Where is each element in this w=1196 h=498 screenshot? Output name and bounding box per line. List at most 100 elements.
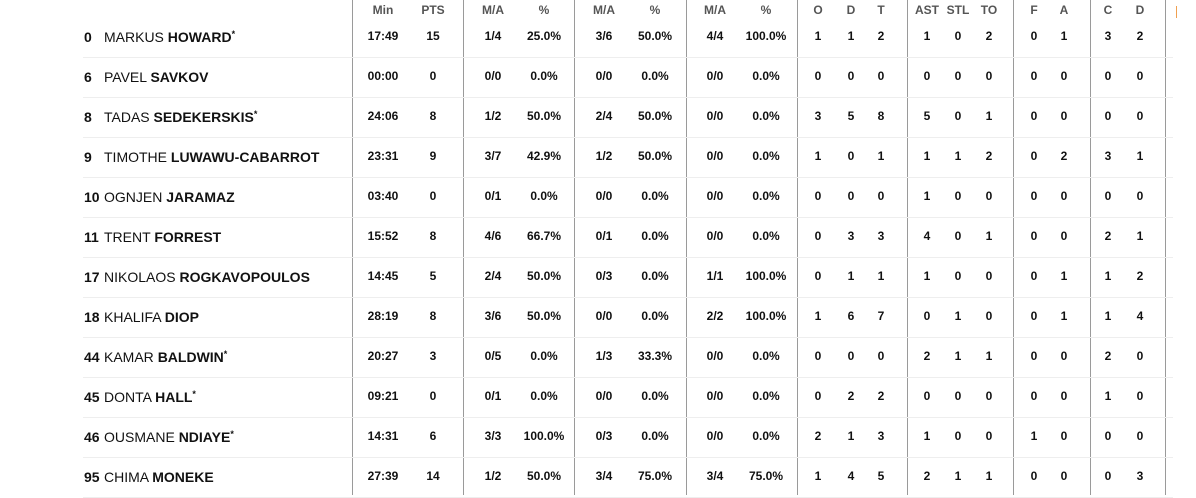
starter-mark: * [223, 349, 228, 359]
stat-ft-pct: 0.0% [752, 189, 780, 203]
stat-steals: 0 [954, 429, 962, 443]
table-row: 6 PAVEL SAVKOV [83, 57, 1173, 98]
stat-2pt-pct: 42.9% [526, 149, 562, 163]
stat-2pt-pct: 50.0% [526, 309, 562, 323]
stat-fouls-received: 0 [1060, 349, 1068, 363]
stat-fouls-received: 0 [1060, 69, 1068, 83]
stat-fouls-committed: 0 [1030, 29, 1038, 43]
player-name-link[interactable]: TRENT FORREST [104, 229, 221, 245]
column-divider [1165, 0, 1166, 495]
stat-blocks-committed: 1 [1104, 389, 1112, 403]
stat-off-rebounds: 0 [814, 349, 822, 363]
player-name-link[interactable]: DONTA HALL* [104, 389, 196, 405]
player-name-link[interactable]: OUSMANE NDIAYE* [104, 429, 234, 445]
header-turnovers[interactable]: TO [980, 3, 998, 17]
player-name-link[interactable]: NIKOLAOS ROGKAVOPOULOS [104, 269, 310, 285]
player-number: 11 [84, 229, 99, 245]
column-divider [352, 0, 353, 495]
header-ft-made-attempted[interactable]: M/A [704, 3, 726, 17]
stat-turnovers: 0 [985, 269, 993, 283]
starter-mark: * [192, 389, 196, 399]
player-number: 10 [84, 189, 100, 205]
stat-turnovers: 1 [985, 109, 993, 123]
player-last-name: ROGKAVOPOULOS [179, 269, 310, 285]
stat-2pt-made-attempted: 1/4 [484, 29, 502, 43]
stat-3pt-made-attempted: 3/4 [595, 469, 613, 483]
column-divider [907, 0, 908, 495]
stat-3pt-pct: 0.0% [641, 229, 669, 243]
stat-fouls-committed: 1 [1030, 429, 1038, 443]
table-row: 18 KHALIFA DIOP [83, 297, 1173, 338]
player-name-link[interactable]: KHALIFA DIOP [104, 309, 199, 325]
header-fouls-committed[interactable]: F [1030, 3, 1038, 17]
player-name-link[interactable]: TADAS SEDEKERSKIS* [104, 109, 257, 125]
stat-2pt-pct: 0.0% [530, 69, 558, 83]
stat-off-rebounds: 1 [814, 309, 822, 323]
stat-fouls-committed: 0 [1030, 389, 1038, 403]
stat-total-rebounds: 3 [877, 429, 885, 443]
stat-blocks-received: 0 [1136, 69, 1144, 83]
player-last-name: FORREST [154, 229, 222, 245]
stat-blocks-committed: 1 [1104, 269, 1112, 283]
stat-off-rebounds: 0 [814, 189, 822, 203]
stat-blocks-committed: 3 [1104, 149, 1112, 163]
stat-minutes: 17:49 [367, 29, 399, 43]
stat-off-rebounds: 0 [814, 269, 822, 283]
stat-2pt-made-attempted: 2/4 [484, 269, 502, 283]
stat-def-rebounds: 4 [847, 469, 855, 483]
stat-ft-made-attempted: 1/1 [706, 269, 724, 283]
stat-3pt-pct: 50.0% [637, 29, 673, 43]
stat-ft-made-attempted: 2/2 [706, 309, 724, 323]
stat-ft-pct: 75.0% [748, 469, 784, 483]
player-name-link[interactable]: TIMOTHE LUWAWU-CABARROT [104, 149, 319, 165]
player-first-name: PAVEL [104, 69, 147, 85]
stat-3pt-made-attempted: 3/6 [595, 29, 613, 43]
stat-3pt-made-attempted: 1/3 [595, 349, 613, 363]
header-assists[interactable]: AST [915, 3, 939, 17]
stat-ft-pct: 100.0% [745, 309, 787, 323]
stat-fouls-committed: 0 [1030, 269, 1038, 283]
stat-2pt-made-attempted: 3/6 [484, 309, 502, 323]
stat-assists: 4 [923, 229, 931, 243]
stat-off-rebounds: 3 [814, 109, 822, 123]
header-3pt-made-attempted[interactable]: M/A [593, 3, 615, 17]
stat-2pt-made-attempted: 0/1 [484, 189, 502, 203]
stat-3pt-made-attempted: 2/4 [595, 109, 613, 123]
header-2pt-pct[interactable]: % [538, 3, 550, 17]
stat-ft-made-attempted: 0/0 [706, 69, 724, 83]
stat-points: 0 [429, 189, 437, 203]
stat-blocks-committed: 1 [1104, 309, 1112, 323]
stat-total-rebounds: 1 [877, 149, 885, 163]
stat-blocks-received: 4 [1136, 309, 1144, 323]
header-minutes[interactable]: Min [372, 3, 394, 17]
player-name-link[interactable]: KAMAR BALDWIN* [104, 349, 227, 365]
header-off-rebounds[interactable]: O [813, 3, 823, 17]
player-name-link[interactable]: PAVEL SAVKOV [104, 69, 209, 85]
header-points[interactable]: PTS [421, 3, 445, 17]
player-last-name: BALDWIN [157, 349, 224, 365]
stat-steals: 1 [954, 309, 962, 323]
stat-fouls-received: 0 [1060, 429, 1068, 443]
player-name-link[interactable]: OGNJEN JARAMAZ [104, 189, 235, 205]
stat-3pt-made-attempted: 1/2 [595, 149, 613, 163]
stat-blocks-committed: 0 [1104, 69, 1112, 83]
stat-steals: 0 [954, 389, 962, 403]
stat-points: 6 [429, 429, 437, 443]
player-name-link[interactable]: CHIMA MONEKE [104, 469, 214, 485]
header-2pt-made-attempted[interactable]: M/A [482, 3, 504, 17]
table-row: 95 CHIMA MONEKE [83, 457, 1173, 498]
header-total-rebounds[interactable]: T [877, 3, 885, 17]
stat-blocks-received: 1 [1136, 149, 1144, 163]
stat-steals: 0 [954, 189, 962, 203]
header-ft-pct[interactable]: % [760, 3, 772, 17]
stat-ft-pct: 0.0% [752, 349, 780, 363]
stat-fouls-committed: 0 [1030, 229, 1038, 243]
player-name-link[interactable]: MARKUS HOWARD* [104, 29, 235, 45]
header-blocks-received[interactable]: D [1135, 3, 1145, 17]
header-def-rebounds[interactable]: D [846, 3, 856, 17]
header-blocks-committed[interactable]: C [1103, 3, 1113, 17]
header-3pt-pct[interactable]: % [649, 3, 661, 17]
header-fouls-received[interactable]: A [1059, 3, 1069, 17]
stat-points: 9 [429, 149, 437, 163]
header-steals[interactable]: STL [946, 3, 970, 17]
